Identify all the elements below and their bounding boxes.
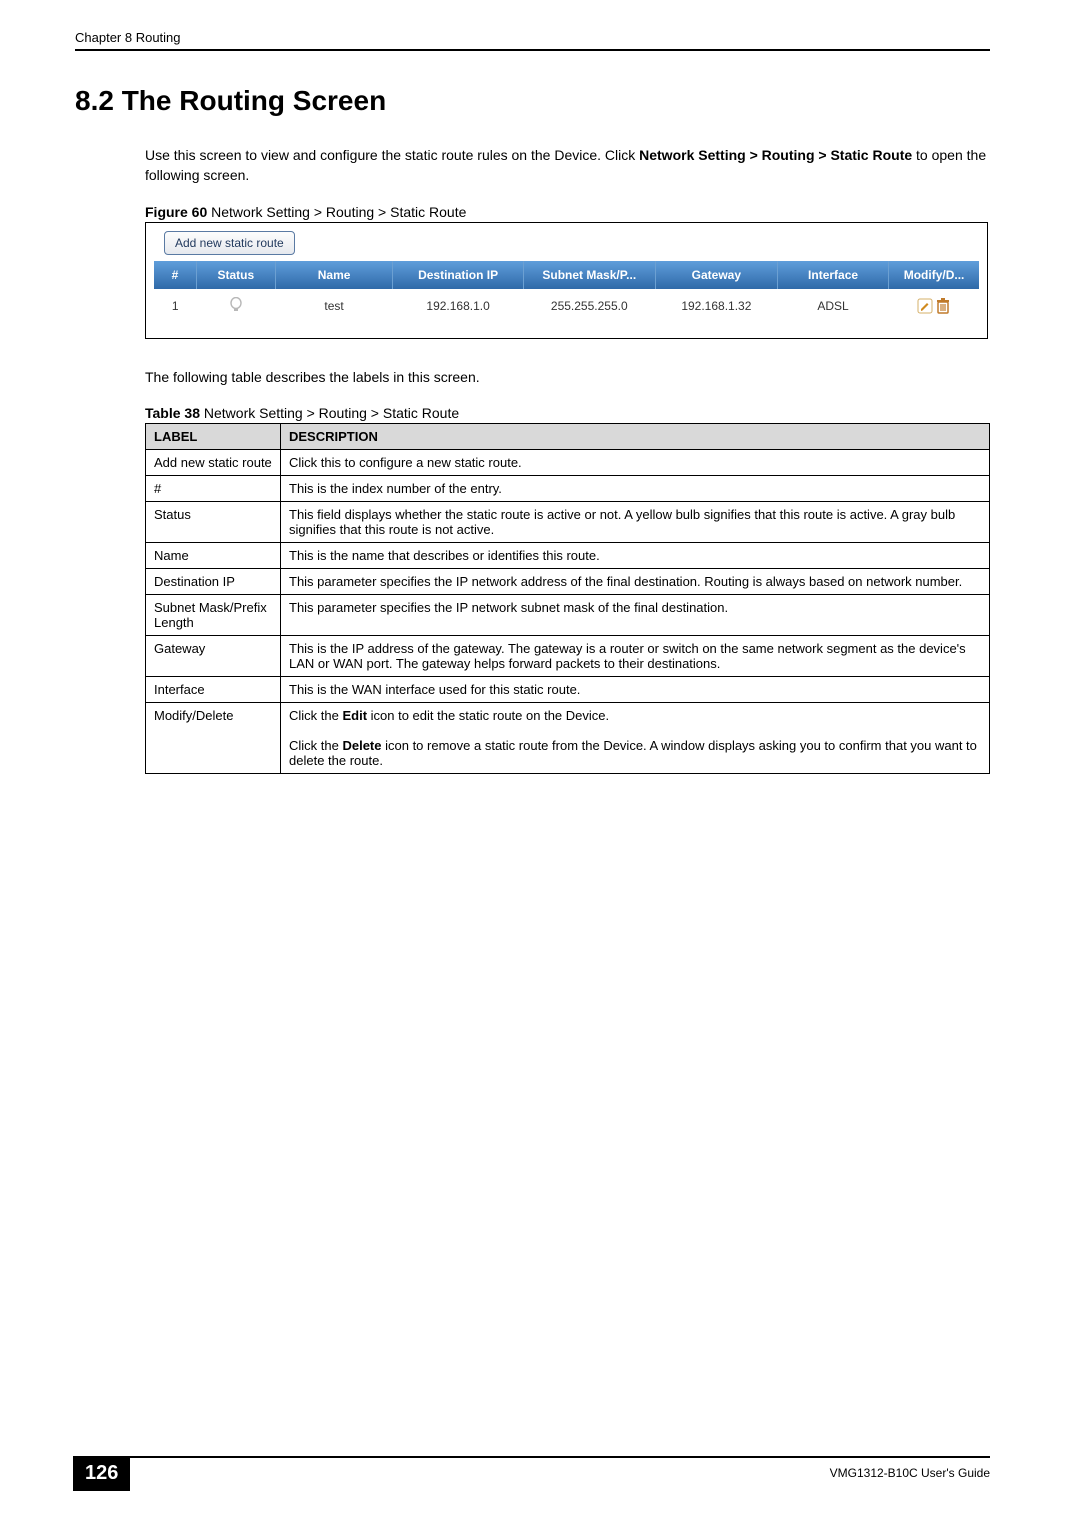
edit-icon[interactable] bbox=[917, 298, 936, 312]
col-status: Status bbox=[196, 261, 275, 289]
desc-text: This parameter specifies the IP network … bbox=[281, 568, 990, 594]
description-table: LABEL DESCRIPTION Add new static route C… bbox=[145, 423, 990, 774]
desc-text: This is the IP address of the gateway. T… bbox=[281, 635, 990, 676]
cell-interface: ADSL bbox=[778, 289, 889, 324]
desc-label: Add new static route bbox=[146, 449, 281, 475]
desc-text: Click this to configure a new static rou… bbox=[281, 449, 990, 475]
table-caption-text: Network Setting > Routing > Static Route bbox=[200, 405, 459, 421]
footer-guide-text: VMG1312-B10C User's Guide bbox=[830, 1466, 990, 1480]
figure-caption: Figure 60 Network Setting > Routing > St… bbox=[75, 204, 990, 220]
cell-modify bbox=[889, 289, 979, 324]
cell-mask: 255.255.255.0 bbox=[523, 289, 655, 324]
col-gateway: Gateway bbox=[655, 261, 777, 289]
desc-label: Destination IP bbox=[146, 568, 281, 594]
page-number: 126 bbox=[73, 1456, 130, 1491]
col-destip: Destination IP bbox=[393, 261, 524, 289]
cell-name: test bbox=[275, 289, 393, 324]
table-row: Status This field displays whether the s… bbox=[146, 501, 990, 542]
cell-destip: 192.168.1.0 bbox=[393, 289, 524, 324]
modify-line2-bold: Delete bbox=[342, 738, 381, 753]
section-heading: 8.2 The Routing Screen bbox=[75, 85, 990, 117]
modify-line2-post: icon to remove a static route from the D… bbox=[289, 738, 977, 768]
cell-num: 1 bbox=[154, 289, 196, 324]
add-new-static-route-button[interactable]: Add new static route bbox=[164, 231, 295, 255]
table-row: 1 test 192.168.1.0 255.255.255.0 192.168… bbox=[154, 289, 979, 324]
cell-status bbox=[196, 289, 275, 324]
table-row: Subnet Mask/Prefix Length This parameter… bbox=[146, 594, 990, 635]
desc-text: Click the Edit icon to edit the static r… bbox=[281, 702, 990, 773]
desc-label: Gateway bbox=[146, 635, 281, 676]
col-interface: Interface bbox=[778, 261, 889, 289]
table-row: # This is the index number of the entry. bbox=[146, 475, 990, 501]
table-row: Interface This is the WAN interface used… bbox=[146, 676, 990, 702]
col-num: # bbox=[154, 261, 196, 289]
col-modify: Modify/D... bbox=[889, 261, 979, 289]
modify-line1-post: icon to edit the static route on the Dev… bbox=[367, 708, 609, 723]
table-row: Destination IP This parameter specifies … bbox=[146, 568, 990, 594]
table-row: Add new static route Click this to confi… bbox=[146, 449, 990, 475]
figure-screenshot: Add new static route # Status Name Desti… bbox=[145, 222, 988, 339]
page-footer: 126 VMG1312-B10C User's Guide bbox=[0, 1456, 1065, 1496]
col-name: Name bbox=[275, 261, 393, 289]
table-row: Modify/Delete Click the Edit icon to edi… bbox=[146, 702, 990, 773]
desc-label: Interface bbox=[146, 676, 281, 702]
desc-label: Subnet Mask/Prefix Length bbox=[146, 594, 281, 635]
desc-text: This is the index number of the entry. bbox=[281, 475, 990, 501]
desc-head-label: LABEL bbox=[146, 423, 281, 449]
table-label: Table 38 bbox=[145, 405, 200, 421]
desc-text: This field displays whether the static r… bbox=[281, 501, 990, 542]
intro-paragraph: Use this screen to view and configure th… bbox=[75, 145, 990, 186]
figure-label: Figure 60 bbox=[145, 204, 207, 220]
figure-caption-text: Network Setting > Routing > Static Route bbox=[207, 204, 466, 220]
table-row: Gateway This is the IP address of the ga… bbox=[146, 635, 990, 676]
static-route-table: # Status Name Destination IP Subnet Mask… bbox=[154, 261, 979, 324]
cell-gateway: 192.168.1.32 bbox=[655, 289, 777, 324]
table-row: Name This is the name that describes or … bbox=[146, 542, 990, 568]
desc-label: Modify/Delete bbox=[146, 702, 281, 773]
table-caption: Table 38 Network Setting > Routing > Sta… bbox=[145, 405, 990, 421]
modify-line1-bold: Edit bbox=[342, 708, 367, 723]
desc-text: This is the name that describes or ident… bbox=[281, 542, 990, 568]
chapter-header: Chapter 8 Routing bbox=[75, 30, 990, 51]
modify-line2-pre: Click the bbox=[289, 738, 342, 753]
desc-label: Name bbox=[146, 542, 281, 568]
delete-icon[interactable] bbox=[936, 298, 950, 312]
col-mask: Subnet Mask/P... bbox=[523, 261, 655, 289]
desc-head-desc: DESCRIPTION bbox=[281, 423, 990, 449]
desc-label: # bbox=[146, 475, 281, 501]
intro-text-bold: Network Setting > Routing > Static Route bbox=[639, 147, 912, 163]
modify-line1-pre: Click the bbox=[289, 708, 342, 723]
desc-text: This parameter specifies the IP network … bbox=[281, 594, 990, 635]
after-figure-text: The following table describes the labels… bbox=[75, 367, 990, 387]
desc-text: This is the WAN interface used for this … bbox=[281, 676, 990, 702]
bulb-icon bbox=[230, 297, 242, 313]
intro-text-pre: Use this screen to view and configure th… bbox=[145, 147, 639, 163]
desc-label: Status bbox=[146, 501, 281, 542]
